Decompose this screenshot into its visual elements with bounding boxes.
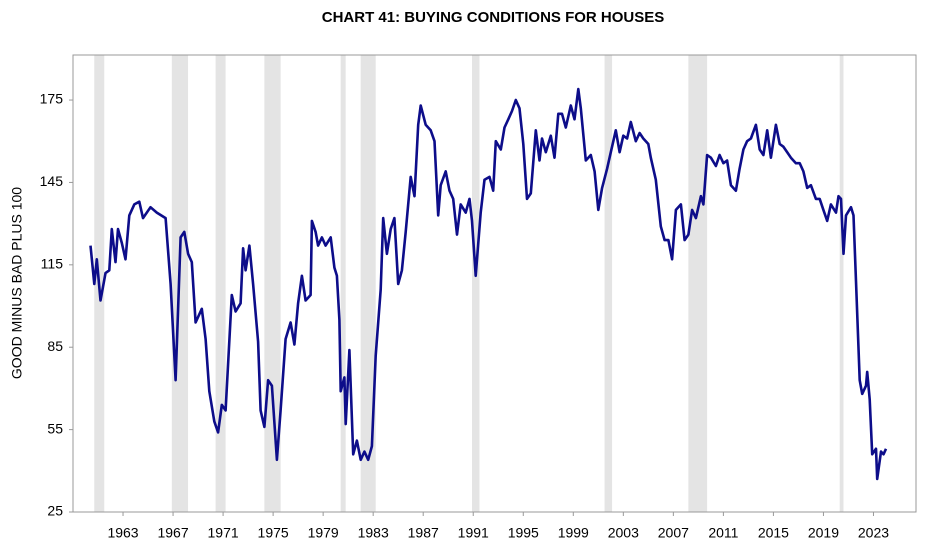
x-tick-label: 2023 — [858, 525, 889, 541]
recession-band — [839, 55, 844, 512]
recession-band — [360, 55, 376, 512]
x-tick-label: 1995 — [508, 525, 539, 541]
x-tick-label: 1991 — [458, 525, 489, 541]
x-tick-label: 1975 — [258, 525, 289, 541]
y-tick-label: 115 — [41, 256, 64, 272]
y-tick-label: 85 — [47, 338, 63, 354]
recession-band — [215, 55, 226, 512]
x-tick-label: 1987 — [408, 525, 439, 541]
x-tick-label: 1983 — [358, 525, 389, 541]
x-tick-label: 2007 — [658, 525, 689, 541]
x-tick-label: 1967 — [157, 525, 188, 541]
x-tick-label: 2011 — [708, 525, 738, 541]
x-tick-label: 1971 — [208, 525, 239, 541]
y-tick-label: 25 — [47, 503, 63, 519]
recession-band — [604, 55, 613, 512]
y-tick-label: 175 — [40, 91, 64, 107]
plot-frame — [72, 54, 917, 513]
recession-band — [264, 55, 281, 512]
x-tick-label: 1999 — [558, 525, 589, 541]
x-tick-label: 1979 — [308, 525, 339, 541]
x-tick-label: 2015 — [758, 525, 789, 541]
recession-band — [340, 55, 346, 512]
y-tick-label: 145 — [40, 173, 64, 189]
x-tick-label: 2019 — [808, 525, 839, 541]
y-axis-label: GOOD MINUS BAD PLUS 100 — [9, 187, 25, 379]
chart-title: CHART 41: BUYING CONDITIONS FOR HOUSES — [322, 9, 665, 26]
recession-band — [471, 55, 480, 512]
y-tick-label: 55 — [47, 420, 63, 436]
x-tick-label: 1963 — [107, 525, 138, 541]
x-tick-label: 2003 — [608, 525, 639, 541]
recession-band — [688, 55, 708, 512]
data-line — [89, 87, 888, 481]
